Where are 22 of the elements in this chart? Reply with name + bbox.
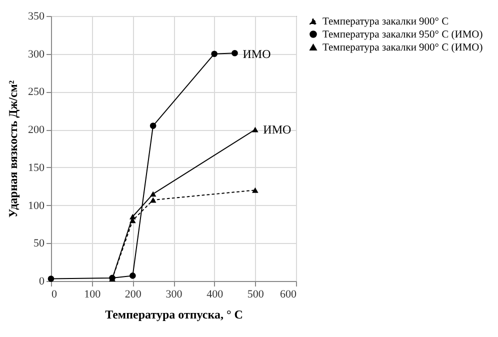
annotation: ИМО [263, 122, 292, 137]
y-tick-label: 350 [28, 10, 45, 22]
x-tick-label: 600 [280, 288, 297, 300]
legend-label: Температура закалки 900° С [322, 16, 449, 28]
y-tick-label: 150 [28, 162, 45, 174]
x-tick-label: 0 [52, 288, 58, 300]
annotation: ИМО [242, 46, 272, 61]
legend-label: Температура закалки 950° С (ИМО) [322, 29, 484, 40]
x-tick-label: 200 [124, 288, 142, 300]
x-axis-title: Температура отпуска, ° С [105, 308, 243, 322]
x-tick-label: 300 [166, 288, 183, 300]
y-axis-title: Ударная вязкость Дж/см² [6, 80, 20, 218]
y-tick-label: 200 [28, 124, 45, 136]
x-tick-label: 100 [84, 288, 102, 300]
y-tick-label: 300 [28, 48, 45, 60]
y-tick-label: 250 [28, 86, 45, 98]
y-tick-label: 50 [34, 238, 45, 250]
x-tick-label: 400 [206, 288, 224, 300]
x-tick-label: 500 [247, 288, 264, 300]
y-tick-label: 0 [39, 276, 45, 288]
legend-label: Температура закалки 900° С (ИМО) [322, 42, 484, 54]
y-tick-label: 100 [28, 200, 45, 212]
